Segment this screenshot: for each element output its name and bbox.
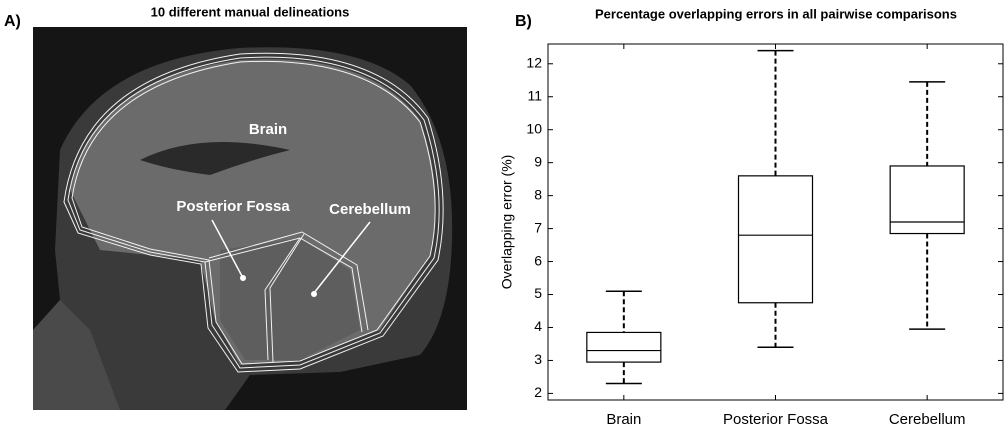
- y-axis-label: Overlapping error (%): [499, 155, 515, 290]
- panel-label: A): [4, 13, 21, 30]
- y-tick-label: 11: [527, 87, 542, 103]
- annotation: Brain: [249, 121, 287, 138]
- y-tick-label: 4: [534, 318, 542, 334]
- y-tick-label: 6: [534, 252, 542, 268]
- x-tick-label: Brain: [606, 411, 641, 428]
- mri-image: [33, 27, 467, 410]
- y-tick-label: 5: [534, 285, 542, 301]
- annotation: Cerebellum: [329, 201, 411, 218]
- panel-label: B): [515, 13, 532, 30]
- y-tick-label: 2: [534, 384, 542, 400]
- y-tick-label: 8: [534, 186, 542, 202]
- box: [737, 175, 814, 304]
- x-tick-label: Cerebellum: [889, 411, 966, 428]
- box: [889, 165, 965, 235]
- y-tick-label: 9: [534, 153, 542, 169]
- x-tick-label: Posterior Fossa: [723, 411, 829, 428]
- y-tick-label: 7: [534, 219, 542, 235]
- box: [586, 331, 662, 363]
- chart-title: Percentage overlapping errors in all pai…: [595, 6, 957, 21]
- y-tick-label: 3: [534, 351, 542, 367]
- panel-title: 10 different manual delineations: [151, 4, 350, 19]
- annotation: Posterior Fossa: [176, 198, 290, 215]
- y-tick-label: 12: [526, 54, 542, 70]
- y-tick-label: 10: [526, 120, 542, 136]
